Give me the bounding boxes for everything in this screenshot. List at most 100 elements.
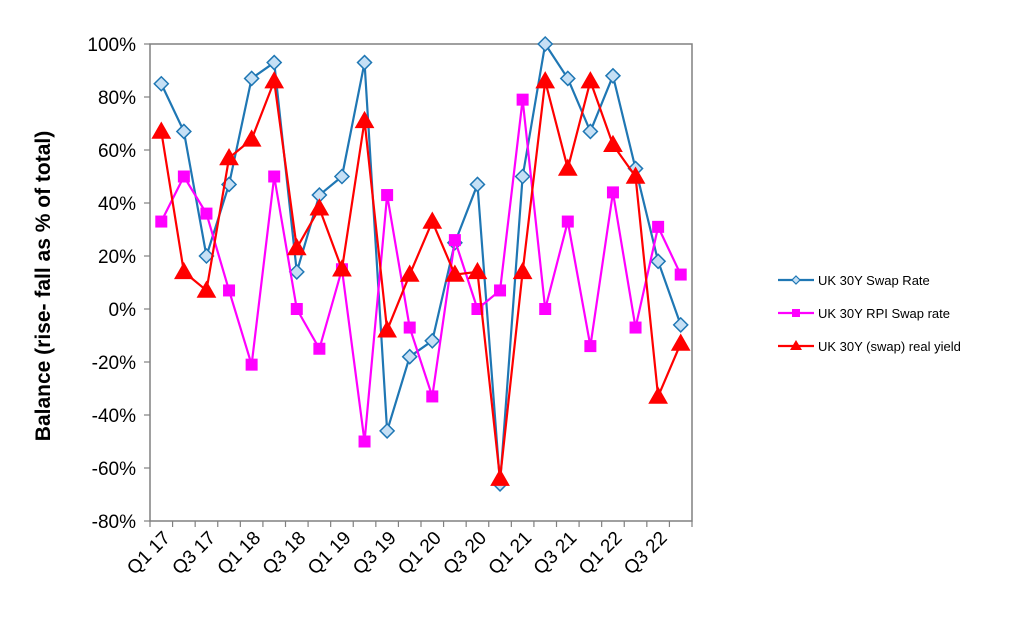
x-tick-label: Q1 17 [123,528,174,579]
plot-area [149,43,693,522]
data-point [268,170,281,183]
y-tick-label: 80% [98,88,136,109]
data-point [381,189,394,202]
data-point [652,220,665,233]
data-point [245,358,258,371]
data-point [469,176,486,193]
series-2 [155,93,687,448]
legend-item: UK 30Y RPI Swap rate [778,306,950,321]
y-tick-label: 20% [98,247,136,268]
data-point [580,71,601,89]
data-point [604,67,622,84]
data-point [516,93,529,106]
y-axis-label: Balance (rise- fall as % of total) [32,131,55,441]
data-point [650,253,667,270]
data-point [358,435,371,448]
x-tick-label: Q1 18 [214,528,265,579]
data-point [672,316,689,333]
x-tick-label: Q3 20 [440,528,491,579]
data-point [286,238,307,256]
data-point [467,261,488,280]
data-point [151,121,172,139]
data-point [606,186,619,199]
data-point [490,468,510,486]
legend-item: UK 30Y Swap Rate [778,273,930,288]
data-point [266,54,283,71]
y-tick-label: 0% [109,300,137,321]
data-point [426,390,439,403]
y-tick-label: -80% [92,512,136,533]
x-tick-label: Q3 19 [349,528,400,579]
legend-label: UK 30Y Swap Rate [818,273,930,288]
data-point [153,75,170,92]
data-point [403,321,416,334]
data-point [264,71,285,89]
x-tick-label: Q1 19 [304,528,355,579]
data-point [174,261,194,280]
data-point [582,123,599,140]
data-point [332,259,352,277]
data-point [399,264,420,282]
data-point [219,147,239,166]
data-point [333,168,351,185]
data-point [198,247,215,265]
legend-marker [790,340,802,350]
data-point [559,70,576,87]
data-point [288,263,305,280]
data-point [512,261,533,280]
data-point [535,71,556,89]
data-point [537,35,554,53]
legend-marker [791,275,801,285]
data-point [471,303,484,315]
data-point [200,207,213,220]
legend: UK 30Y Swap Rate UK 30Y RPI Swap rate UK 3… [778,273,961,354]
y-tick-label: -60% [92,459,136,480]
data-point [494,284,507,297]
y-axis: -80% -60% -40% -20% 0% 20% 40% 60% 80% 100% [87,35,150,533]
data-point [313,342,326,355]
series-line [160,98,682,443]
x-tick-label: Q3 18 [259,528,310,579]
series-3 [151,71,691,486]
y-tick-label: 40% [98,194,136,215]
data-point [603,134,623,152]
legend-label: UK 30Y (swap) real yield [818,339,961,354]
data-point [243,70,260,87]
series-1 [153,35,689,492]
data-point [175,123,192,140]
y-tick-label: -40% [92,406,136,427]
data-point [309,198,330,216]
y-tick-label: -20% [92,353,136,374]
data-point [445,264,465,282]
data-point [422,211,443,229]
x-tick-label: Q1 21 [485,528,536,579]
data-point [377,320,397,338]
series-line [160,42,682,485]
series-layer [151,35,691,492]
data-point [539,303,552,315]
x-tick-label: Q3 21 [530,528,581,579]
data-point [584,340,597,353]
legend-marker [792,309,800,317]
data-point [354,110,375,129]
x-tick-label: Q1 22 [575,528,626,579]
data-point [155,215,168,228]
legend-label: UK 30Y RPI Swap rate [818,306,950,321]
y-tick-label: 100% [87,35,136,56]
x-tick-label: Q3 17 [169,528,220,579]
data-point [514,168,531,185]
data-point [557,158,578,176]
data-point [648,386,668,404]
data-point [401,348,418,365]
x-tick-label: Q3 22 [620,528,671,579]
data-point [196,280,217,298]
legend-item: UK 30Y (swap) real yield [778,339,961,354]
plot-frame [149,43,693,522]
data-point [629,321,642,334]
data-point [177,170,190,183]
data-point [625,166,646,184]
data-point [356,54,373,71]
data-point [448,234,461,247]
